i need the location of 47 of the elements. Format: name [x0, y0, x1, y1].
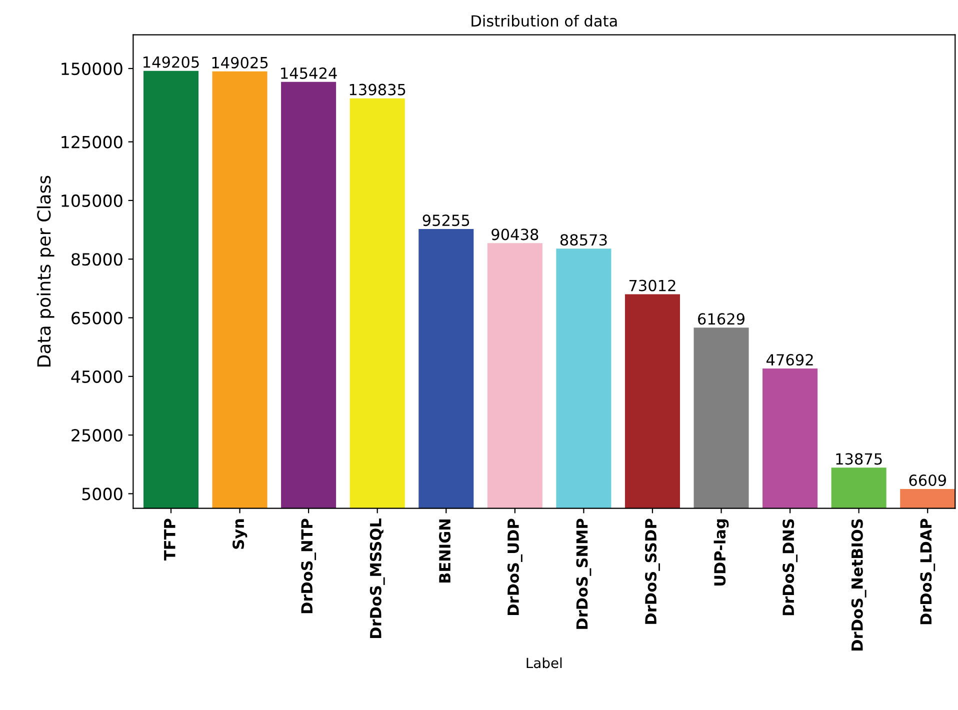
x-tick-label: DrDoS_LDAP	[920, 518, 936, 624]
bar	[281, 82, 336, 508]
y-axis-title: Data points per Class	[36, 176, 54, 366]
x-tick-label: DrDoS_DNS	[782, 519, 798, 616]
bar	[900, 488, 956, 508]
data-label: 73012	[629, 280, 676, 292]
x-tick-label: BENIGN	[439, 519, 451, 583]
y-tick-label: 5000	[82, 488, 122, 500]
x-axis-title: Label	[526, 657, 562, 668]
chart-title: Distribution of data	[472, 14, 617, 27]
data-label: 88573	[560, 234, 607, 246]
y-tick-label: 150000	[62, 62, 122, 76]
data-label: 145424	[281, 67, 337, 79]
y-tick-label: 85000	[72, 253, 122, 266]
y-tick-label: 25000	[72, 429, 122, 442]
data-label: 61629	[698, 313, 744, 325]
data-label: 149205	[144, 56, 199, 68]
data-label: 47692	[766, 354, 813, 366]
bar	[556, 248, 612, 508]
y-tick-label: 105000	[62, 194, 122, 208]
bar	[831, 468, 886, 508]
bar	[212, 71, 268, 508]
data-label: 6609	[909, 474, 946, 486]
data-label: 149025	[212, 56, 268, 68]
x-tick-label: Syn	[232, 519, 248, 549]
x-tick-label: DrDoS_NTP	[301, 518, 316, 614]
bar	[143, 70, 199, 508]
data-label: 90438	[492, 228, 538, 240]
x-tick-label: UDP-lag	[714, 519, 729, 586]
data-label: 139835	[350, 84, 406, 96]
bar	[624, 294, 680, 508]
y-tick-label: 45000	[71, 370, 122, 383]
x-tick-label: DrDoS_MSSQL	[370, 518, 385, 638]
x-tick-label: DrDoS_NetBIOS	[851, 519, 866, 650]
x-tick-label: DrDoS_SNMP	[576, 518, 592, 629]
x-tick-label: DrDoS_UDP	[507, 518, 522, 616]
y-tick-label: 125000	[62, 136, 122, 148]
data-label: 13875	[836, 453, 882, 465]
data-label: 95255	[422, 214, 470, 226]
y-tick-label: 65000	[72, 312, 122, 324]
bar	[694, 328, 749, 508]
x-tick-label: DrDoS_SSDP	[645, 518, 660, 624]
bar	[350, 98, 405, 508]
bar	[487, 243, 542, 508]
bar	[418, 229, 474, 508]
bar	[762, 368, 818, 508]
x-tick-label: TFTP	[164, 518, 176, 560]
